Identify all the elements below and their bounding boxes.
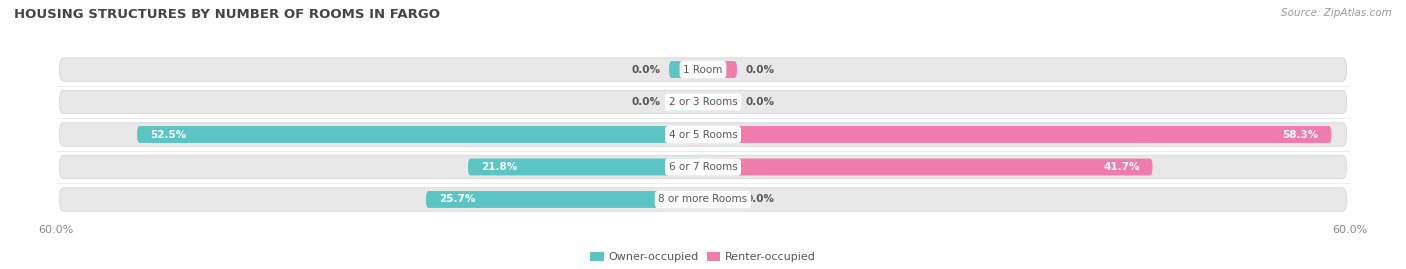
FancyBboxPatch shape bbox=[703, 94, 737, 111]
Text: 25.7%: 25.7% bbox=[439, 194, 475, 204]
FancyBboxPatch shape bbox=[703, 61, 737, 78]
FancyBboxPatch shape bbox=[59, 90, 1347, 114]
FancyBboxPatch shape bbox=[59, 188, 1347, 211]
Text: 6 or 7 Rooms: 6 or 7 Rooms bbox=[669, 162, 737, 172]
FancyBboxPatch shape bbox=[703, 191, 737, 208]
FancyBboxPatch shape bbox=[59, 123, 1347, 146]
FancyBboxPatch shape bbox=[59, 58, 1347, 81]
FancyBboxPatch shape bbox=[138, 126, 703, 143]
FancyBboxPatch shape bbox=[468, 158, 703, 175]
FancyBboxPatch shape bbox=[703, 158, 1153, 175]
Text: 0.0%: 0.0% bbox=[745, 194, 775, 204]
Text: 0.0%: 0.0% bbox=[745, 65, 775, 75]
Text: 41.7%: 41.7% bbox=[1104, 162, 1140, 172]
Text: 0.0%: 0.0% bbox=[631, 65, 661, 75]
Text: 1 Room: 1 Room bbox=[683, 65, 723, 75]
Text: 8 or more Rooms: 8 or more Rooms bbox=[658, 194, 748, 204]
Text: 2 or 3 Rooms: 2 or 3 Rooms bbox=[669, 97, 737, 107]
Text: 58.3%: 58.3% bbox=[1282, 129, 1319, 140]
Legend: Owner-occupied, Renter-occupied: Owner-occupied, Renter-occupied bbox=[586, 247, 820, 267]
FancyBboxPatch shape bbox=[426, 191, 703, 208]
Text: 0.0%: 0.0% bbox=[631, 97, 661, 107]
FancyBboxPatch shape bbox=[669, 94, 703, 111]
FancyBboxPatch shape bbox=[703, 126, 1331, 143]
Text: 52.5%: 52.5% bbox=[150, 129, 186, 140]
Text: HOUSING STRUCTURES BY NUMBER OF ROOMS IN FARGO: HOUSING STRUCTURES BY NUMBER OF ROOMS IN… bbox=[14, 8, 440, 21]
Text: 4 or 5 Rooms: 4 or 5 Rooms bbox=[669, 129, 737, 140]
Text: 21.8%: 21.8% bbox=[481, 162, 517, 172]
FancyBboxPatch shape bbox=[59, 155, 1347, 179]
Text: 0.0%: 0.0% bbox=[745, 97, 775, 107]
FancyBboxPatch shape bbox=[669, 61, 703, 78]
Text: Source: ZipAtlas.com: Source: ZipAtlas.com bbox=[1281, 8, 1392, 18]
